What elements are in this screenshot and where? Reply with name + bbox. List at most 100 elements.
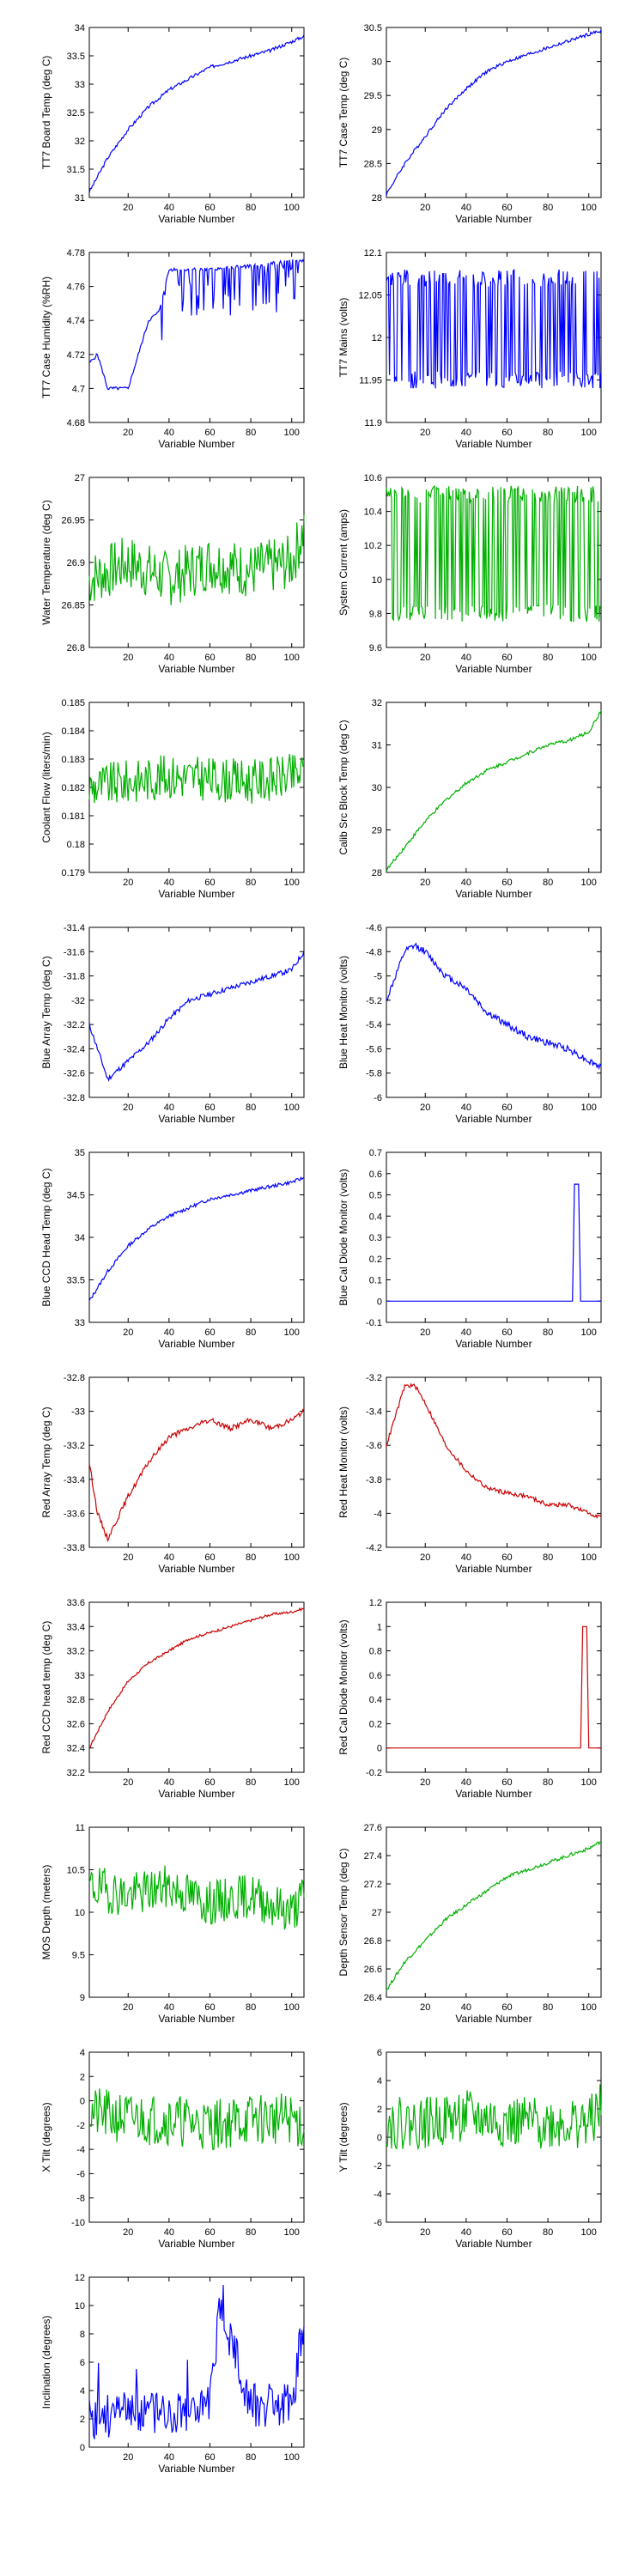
x-tick-label: 20	[420, 878, 430, 888]
x-tick-label: 100	[581, 1777, 597, 1788]
y-tick-label: 27	[372, 1908, 382, 1918]
series-line	[386, 942, 602, 1071]
x-tick-label: 100	[284, 2452, 300, 2463]
y-tick-label: 32	[372, 698, 382, 708]
x-axis-label: Variable Number	[455, 438, 532, 450]
x-tick-label: 80	[246, 1777, 256, 1788]
x-tick-label: 40	[164, 878, 174, 888]
y-axis-label: Inclination (degrees)	[40, 2316, 52, 2409]
y-axis-label: Coolant Flow (liters/min)	[40, 732, 52, 842]
x-tick-label: 20	[123, 2227, 133, 2238]
y-tick-label: 28	[372, 868, 382, 878]
y-axis-label: Blue CCD Head Temp (deg C)	[40, 1168, 52, 1306]
y-tick-label: -4.6	[366, 923, 382, 933]
x-tick-label: 80	[543, 1552, 553, 1563]
x-tick-label: 40	[164, 203, 174, 213]
series-line	[386, 484, 602, 623]
y-tick-label: -3.4	[366, 1407, 382, 1418]
y-tick-label: 26.85	[61, 601, 85, 611]
y-tick-label: 29	[372, 125, 382, 136]
y-tick-label: 33	[75, 1671, 85, 1681]
x-tick-label: 40	[164, 2227, 174, 2238]
y-tick-label: 31.5	[67, 165, 85, 175]
x-tick-label: 60	[204, 203, 215, 213]
y-tick-label: 9	[80, 1993, 85, 2003]
x-tick-label: 40	[164, 1103, 174, 1113]
y-tick-label: 30	[372, 58, 382, 68]
series-line	[88, 2284, 305, 2439]
y-tick-label: 0.4	[369, 1695, 382, 1705]
y-tick-label: -4.8	[366, 947, 382, 957]
y-tick-label: -32.8	[64, 1093, 85, 1103]
x-tick-label: 40	[461, 428, 471, 438]
x-axis-label: Variable Number	[455, 2013, 532, 2025]
y-tick-label: 27.6	[364, 1823, 382, 1833]
x-tick-label: 80	[543, 878, 553, 888]
y-tick-label: -6	[374, 1093, 382, 1103]
y-tick-label: 8	[80, 2330, 85, 2340]
y-tick-label: 0	[377, 2133, 382, 2143]
y-axis-label: System Current (amps)	[337, 509, 349, 616]
plot-frame	[88, 27, 305, 198]
y-tick-label: 0.1	[369, 1276, 382, 1286]
y-tick-label: 0.2	[369, 1719, 382, 1729]
x-tick-label: 20	[123, 1552, 133, 1563]
y-tick-label: 31	[75, 193, 85, 204]
x-tick-label: 60	[204, 1103, 215, 1113]
y-tick-label: 33.5	[67, 1276, 85, 1286]
x-tick-label: 100	[284, 428, 300, 438]
x-tick-label: 60	[501, 203, 512, 213]
x-axis-label: Variable Number	[455, 888, 532, 900]
y-tick-label: -5.2	[366, 996, 382, 1006]
plot-frame	[386, 702, 602, 873]
x-axis-label: Variable Number	[455, 1563, 532, 1575]
y-tick-label: 32.6	[67, 1719, 85, 1729]
y-tick-label: 26.4	[364, 1993, 382, 2003]
x-tick-label: 100	[284, 203, 300, 213]
y-tick-label: 30	[372, 783, 382, 793]
x-tick-label: 40	[164, 1327, 174, 1338]
subplot-10: -6 -5.8 -5.6 -5.4 -5.2 -5 -4.8 -4.6 20 40 60 80 100 V…	[337, 923, 602, 1125]
y-tick-label: 0.4	[369, 1212, 382, 1222]
y-tick-label: 28.5	[364, 159, 382, 169]
plot-frame	[88, 927, 305, 1098]
series-line	[88, 1607, 305, 1748]
y-tick-label: 33.6	[67, 1598, 85, 1608]
x-tick-label: 20	[123, 2452, 133, 2463]
y-tick-label: 10	[75, 2301, 85, 2312]
x-tick-label: 40	[461, 2227, 471, 2238]
y-tick-label: 0.2	[369, 1255, 382, 1265]
y-tick-label: -6	[76, 2169, 85, 2179]
y-tick-label: -32.4	[64, 1044, 85, 1054]
y-tick-label: 4.68	[67, 418, 85, 428]
y-axis-label: Red Heat Monitor (volts)	[337, 1406, 349, 1518]
y-tick-label: 2	[80, 2072, 85, 2082]
x-tick-label: 60	[501, 653, 512, 663]
x-axis-label: Variable Number	[158, 2238, 234, 2250]
subplot-19: -10 -8 -6 -4 -2 0 2 4 20 40 60 80 100 Variable Number…	[40, 2048, 305, 2250]
y-tick-label: -33.8	[64, 1543, 85, 1553]
x-tick-label: 80	[246, 1327, 256, 1338]
y-tick-label: 0.7	[369, 1148, 382, 1158]
x-tick-label: 40	[164, 1552, 174, 1563]
x-axis-label: Variable Number	[158, 663, 234, 675]
series-line	[88, 2088, 305, 2151]
x-tick-label: 80	[543, 1103, 553, 1113]
y-tick-label: 0.184	[61, 726, 85, 737]
y-axis-label: Red CCD head temp (deg C)	[40, 1621, 52, 1754]
y-tick-label: 4	[377, 2076, 382, 2087]
y-tick-label: 0	[80, 2443, 85, 2453]
x-tick-label: 100	[284, 878, 300, 888]
x-tick-label: 100	[581, 1327, 597, 1338]
y-tick-label: -5.6	[366, 1044, 382, 1054]
y-tick-label: -33.4	[64, 1475, 85, 1485]
subplot-6: 9.6 9.8 10 10.2 10.4 10.6 20 40 60 80 100 Variable …	[337, 473, 602, 675]
x-tick-label: 80	[246, 203, 256, 213]
y-tick-label: -0.2	[366, 1768, 382, 1778]
plot-frame	[386, 1151, 602, 1323]
y-tick-label: 9.8	[369, 609, 382, 619]
y-tick-label: 26.6	[364, 1965, 382, 1975]
x-axis-label: Variable Number	[455, 213, 532, 225]
y-tick-label: 33.5	[67, 52, 85, 62]
y-tick-label: -31.8	[64, 972, 85, 982]
